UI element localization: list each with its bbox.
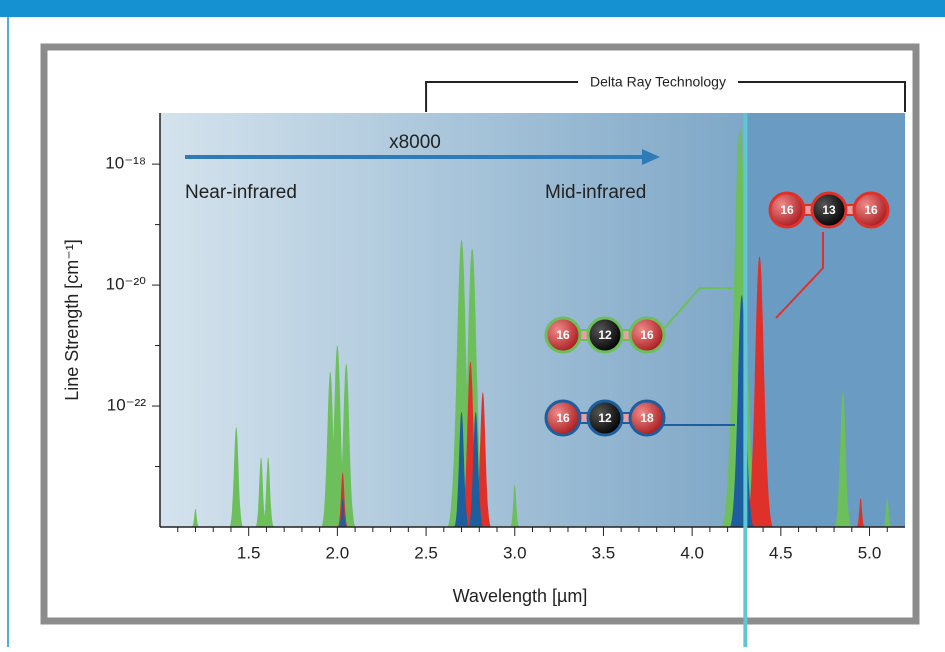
x-tick-label: 2.0 [326,543,350,562]
plot-background-right [745,113,905,527]
y-tick-label: 10⁻²² [107,396,147,415]
x-tick-label: 4.5 [769,543,793,562]
figure: 1.5 2.0 2.5 3.0 3.5 4.0 4.5 5.0 10⁻¹⁸ 10⁻²⁰ 10⁻²² L… [0,0,945,647]
atom-label: 16 [640,328,654,342]
region-label: Mid-infrared [545,182,646,203]
x-tick-label: 3.0 [503,543,527,562]
y-tick-label: 10⁻¹⁸ [105,154,146,173]
atom-label: 16 [556,328,570,342]
y-tick-label: 10⁻²⁰ [106,275,147,294]
region-label: Near-infrared [185,182,297,203]
page: {"chart_data": { "type": "spectrum", "y_… [0,0,945,647]
x-tick-label: 4.0 [680,543,704,562]
header-bar [0,0,945,17]
atom-label: 12 [598,328,612,342]
x-tick-label: 2.5 [414,543,438,562]
atom-label: 13 [822,203,836,217]
atom-label: 18 [640,411,654,425]
atom-label: 12 [598,411,612,425]
atom-label: 16 [864,203,878,217]
arrow-label: x8000 [389,132,441,153]
x-axis-label: Wavelength [µm] [453,586,588,606]
x-tick-label: 3.5 [592,543,616,562]
bracket-label: Delta Ray Technology [590,74,726,90]
y-axis-label: Line Strength [cm⁻¹] [62,239,82,401]
x-tick-label: 5.0 [858,543,882,562]
x-tick-label: 1.5 [237,543,261,562]
atom-label: 16 [556,411,570,425]
atom-label: 16 [780,203,794,217]
